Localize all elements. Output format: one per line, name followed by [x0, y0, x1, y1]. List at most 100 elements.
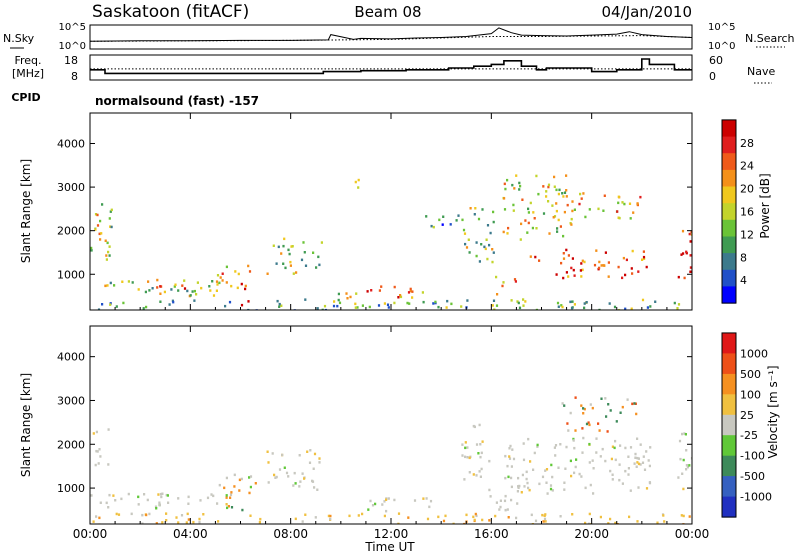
velocity-cell	[554, 444, 558, 447]
beam-title: Beam 08	[354, 3, 421, 21]
velocity-cell	[177, 497, 180, 500]
velocity-cell	[494, 514, 497, 518]
power-cell	[336, 304, 339, 308]
power-cell	[355, 292, 358, 295]
power-cell	[318, 263, 321, 267]
velocity-cell	[516, 490, 519, 493]
power-cell	[465, 246, 469, 249]
velocity-cell	[218, 483, 221, 487]
power-ytick-label: 4000	[57, 138, 85, 151]
power-cell	[393, 285, 396, 289]
power-cell	[690, 233, 692, 236]
power-cell	[547, 185, 550, 189]
power-cell	[573, 303, 576, 306]
velocity-cell	[473, 518, 476, 522]
power-cell	[196, 281, 199, 284]
power-cell	[437, 305, 440, 309]
velocity-cell	[550, 463, 553, 467]
velocity-cell	[592, 467, 595, 470]
velocity-cell	[475, 474, 478, 477]
velocity-cell	[141, 522, 144, 524]
freq-ytick-bottom: 8	[71, 70, 78, 83]
velocity-cell	[541, 513, 544, 517]
power-cell	[585, 301, 588, 304]
velocity-cell	[607, 522, 610, 524]
velocity-cell	[503, 499, 507, 503]
velocity-cell	[559, 515, 562, 518]
velocity-cell	[631, 402, 634, 406]
velocity-cell	[461, 454, 464, 457]
velocity-cell	[611, 478, 614, 481]
velocity-cell	[230, 506, 234, 509]
velocity-cell	[318, 457, 321, 460]
power-cell	[276, 299, 279, 303]
power-cell	[557, 305, 560, 308]
velocity-cell	[298, 454, 301, 457]
velocity-cell	[504, 454, 507, 458]
velocity-cell	[198, 517, 201, 521]
freq-label-line2: [MHz]	[12, 67, 44, 80]
velocity-cell	[643, 468, 647, 471]
velocity-cell	[161, 521, 164, 524]
velocity-cell	[466, 446, 469, 449]
velocity-cell	[610, 457, 613, 461]
power-cell	[629, 217, 632, 220]
power-cell	[562, 257, 566, 260]
velocity-cell	[549, 487, 553, 491]
velocity-cell	[628, 515, 631, 519]
velocity-ytick-label: 4000	[57, 351, 85, 364]
power-cell	[604, 251, 607, 254]
power-cell	[677, 275, 680, 279]
velocity-cell	[569, 459, 572, 463]
velocity-cell	[536, 443, 539, 447]
power-cell	[597, 207, 600, 211]
velocity-cell	[177, 521, 180, 524]
power-cell	[553, 175, 556, 179]
power-cell	[209, 289, 212, 292]
power-cell	[583, 260, 586, 264]
velocity-cell	[688, 464, 691, 467]
velocity-cell	[611, 445, 614, 448]
power-cell	[689, 254, 692, 257]
power-cell	[156, 286, 159, 289]
velocity-cell	[108, 493, 111, 497]
velocity-cell	[647, 459, 650, 462]
velocity-cell	[165, 519, 168, 522]
velocity-cell	[488, 519, 491, 522]
velocity-cell	[527, 486, 530, 490]
velocity-cell	[566, 422, 569, 425]
power-cell	[302, 241, 305, 244]
velocity-cell	[371, 504, 375, 507]
velocity-cell	[155, 522, 158, 524]
power-cell	[442, 215, 445, 218]
power-cell	[563, 191, 567, 194]
power-cell	[380, 285, 383, 288]
noise-ytick-top-left: 10^5	[59, 22, 86, 33]
power-cell	[291, 245, 294, 248]
power-colorbar-swatch	[722, 136, 736, 154]
velocity-cell	[618, 463, 621, 466]
velocity-cell	[517, 476, 520, 480]
power-cell	[137, 288, 140, 291]
power-cell	[434, 300, 437, 304]
velocity-cell	[233, 473, 236, 477]
velocity-cell	[248, 476, 251, 479]
velocity-cell	[498, 508, 501, 511]
velocity-cell	[475, 514, 478, 518]
power-cell	[478, 260, 481, 263]
velocity-cell	[238, 478, 241, 482]
velocity-colorbar-swatch	[722, 332, 736, 354]
velocity-cell	[633, 402, 636, 405]
power-colorbar-swatch	[722, 219, 736, 237]
power-cell	[462, 228, 466, 232]
velocity-cell	[301, 472, 304, 475]
power-cell	[624, 273, 627, 277]
velocity-cell	[588, 442, 591, 446]
power-cell	[430, 224, 433, 228]
power-ytick-label: 1000	[57, 268, 85, 281]
velocity-cell	[473, 425, 476, 429]
velocity-ytick-label: 1000	[57, 482, 85, 495]
power-cell	[387, 306, 390, 309]
velocity-cell	[95, 430, 98, 434]
power-cell	[148, 289, 151, 292]
